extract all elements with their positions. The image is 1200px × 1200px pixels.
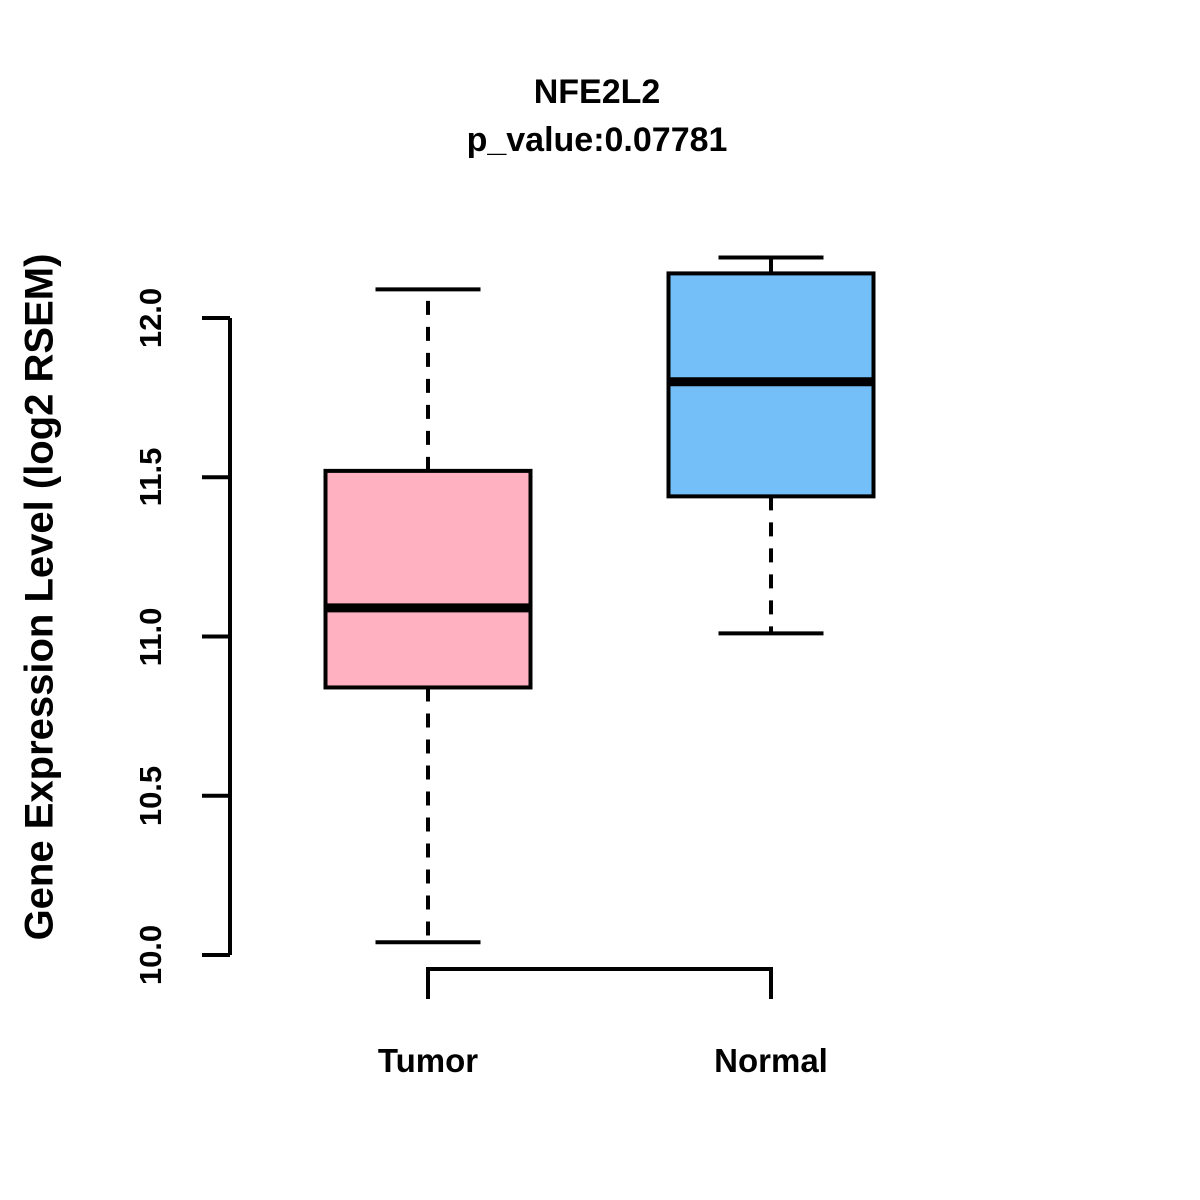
- y-tick-label: 11.5: [133, 447, 168, 507]
- category-label-normal: Normal: [714, 1042, 828, 1079]
- y-tick-label: 12.0: [133, 287, 168, 349]
- y-axis-title: Gene Expression Level (log2 RSEM): [17, 253, 62, 941]
- y-tick-label: 10.0: [133, 924, 168, 986]
- chart-title: NFE2L2: [533, 73, 661, 111]
- chart-title-block: NFE2L2 p_value:0.07781: [467, 68, 728, 164]
- y-tick-label: 11.0: [133, 607, 168, 666]
- category-label-tumor: Tumor: [377, 1042, 479, 1079]
- box-tumor: [323, 468, 533, 690]
- x-axis-bracket: [426, 967, 773, 999]
- y-tick-label: 10.5: [133, 765, 168, 826]
- chart-pvalue-subtitle: p_value:0.07781: [466, 121, 728, 159]
